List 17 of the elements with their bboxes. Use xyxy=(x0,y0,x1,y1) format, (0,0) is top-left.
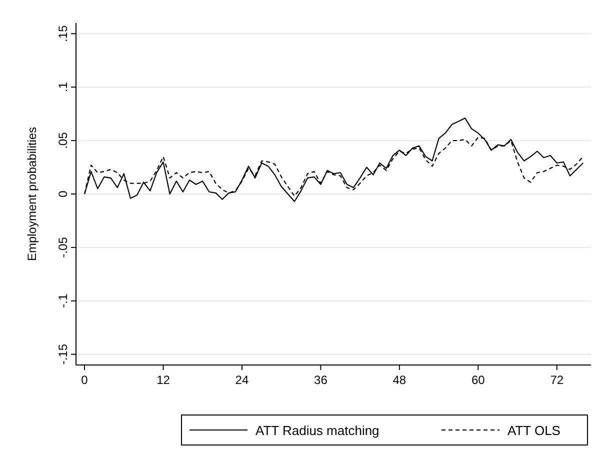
legend-label: ATT OLS xyxy=(508,423,561,438)
x-tick-label: 60 xyxy=(471,373,486,387)
x-tick-label: 0 xyxy=(81,373,88,387)
x-tick-label: 12 xyxy=(156,373,170,387)
y-tick-label: 0 xyxy=(56,190,70,198)
x-tick-label: 36 xyxy=(314,373,328,387)
x-tick-label: 48 xyxy=(392,373,406,387)
y-tick-label: .1 xyxy=(56,82,70,92)
y-axis-title: Employment probabilities xyxy=(25,126,39,262)
y-tick-label: .05 xyxy=(56,132,70,149)
y-tick-label: -.15 xyxy=(56,344,70,365)
y-tick-label: .15 xyxy=(56,25,70,42)
x-tick-label: 24 xyxy=(235,373,249,387)
legend-label: ATT Radius matching xyxy=(256,423,380,438)
y-tick-label: -.1 xyxy=(56,294,70,308)
x-tick-label: 72 xyxy=(550,373,564,387)
y-tick-label: -.05 xyxy=(56,236,70,258)
